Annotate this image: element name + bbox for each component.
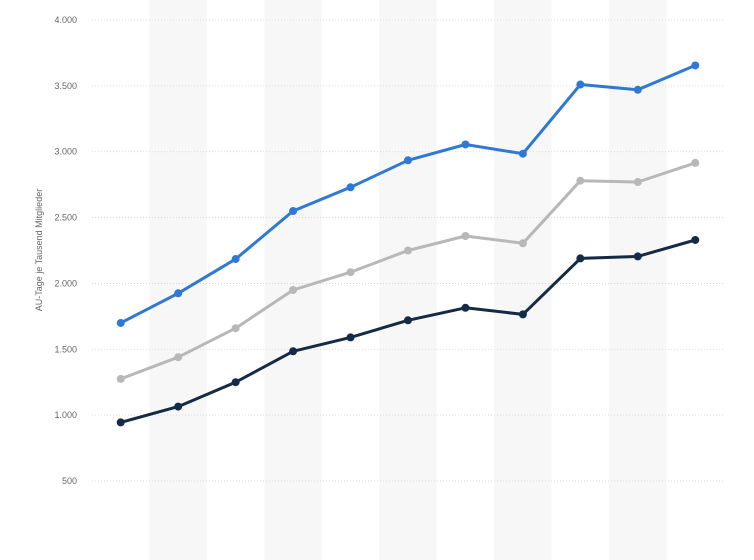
y-tick-label: 1.500: [54, 344, 77, 354]
data-point[interactable]: [518, 149, 527, 158]
y-tick-label: 2.000: [54, 278, 77, 288]
y-tick-label: 3.000: [54, 147, 77, 157]
column-band: [551, 0, 610, 560]
y-tick-label: 2.500: [54, 213, 77, 223]
gridlines: [92, 19, 724, 482]
y-tick-label: 1.000: [54, 410, 77, 420]
data-point[interactable]: [518, 239, 527, 248]
y-tick-label: 500: [62, 476, 77, 486]
data-point[interactable]: [174, 402, 183, 411]
data-point[interactable]: [461, 140, 470, 149]
column-bands: [92, 0, 724, 560]
series-3: [116, 235, 700, 427]
data-point[interactable]: [404, 246, 412, 255]
data-point[interactable]: [691, 158, 700, 167]
column-band: [149, 0, 207, 560]
column-band: [264, 0, 322, 560]
data-point[interactable]: [231, 324, 240, 333]
column-band: [206, 0, 265, 560]
data-point[interactable]: [231, 255, 240, 264]
data-point[interactable]: [576, 254, 585, 263]
series-2: [116, 158, 700, 383]
data-point[interactable]: [404, 316, 412, 325]
data-point[interactable]: [289, 286, 298, 295]
series-group: [116, 61, 700, 427]
data-point[interactable]: [116, 418, 125, 427]
data-point[interactable]: [576, 80, 585, 89]
series-1: [116, 61, 700, 327]
data-point[interactable]: [346, 268, 355, 277]
y-tick-label: 3.500: [54, 81, 77, 91]
y-axis-label: AU-Tage je Tausend Mitglieder: [34, 189, 44, 311]
data-point[interactable]: [289, 206, 298, 215]
data-point[interactable]: [691, 61, 700, 70]
column-band: [666, 0, 724, 560]
data-point[interactable]: [289, 347, 298, 356]
data-point[interactable]: [174, 289, 183, 298]
data-point[interactable]: [518, 310, 527, 319]
data-point[interactable]: [174, 353, 183, 362]
data-point[interactable]: [691, 235, 700, 244]
data-point[interactable]: [633, 178, 642, 187]
column-band: [494, 0, 552, 560]
column-band: [609, 0, 667, 560]
data-point[interactable]: [231, 378, 240, 387]
data-point[interactable]: [116, 318, 125, 327]
data-point[interactable]: [461, 232, 470, 241]
column-band: [379, 0, 437, 560]
y-axis-ticks: 500 1.000 1.500 2.000 2.500 3.000 3.500 4.000: [54, 15, 77, 486]
column-band: [92, 0, 150, 560]
y-tick-label: 4.000: [54, 15, 77, 25]
column-band: [321, 0, 380, 560]
data-point[interactable]: [346, 183, 355, 192]
data-point[interactable]: [461, 303, 470, 312]
column-band: [436, 0, 495, 560]
data-point[interactable]: [633, 85, 642, 94]
data-point[interactable]: [404, 156, 412, 165]
data-point[interactable]: [633, 252, 642, 261]
data-point[interactable]: [576, 176, 585, 185]
data-point[interactable]: [116, 374, 125, 383]
data-point[interactable]: [346, 333, 355, 342]
